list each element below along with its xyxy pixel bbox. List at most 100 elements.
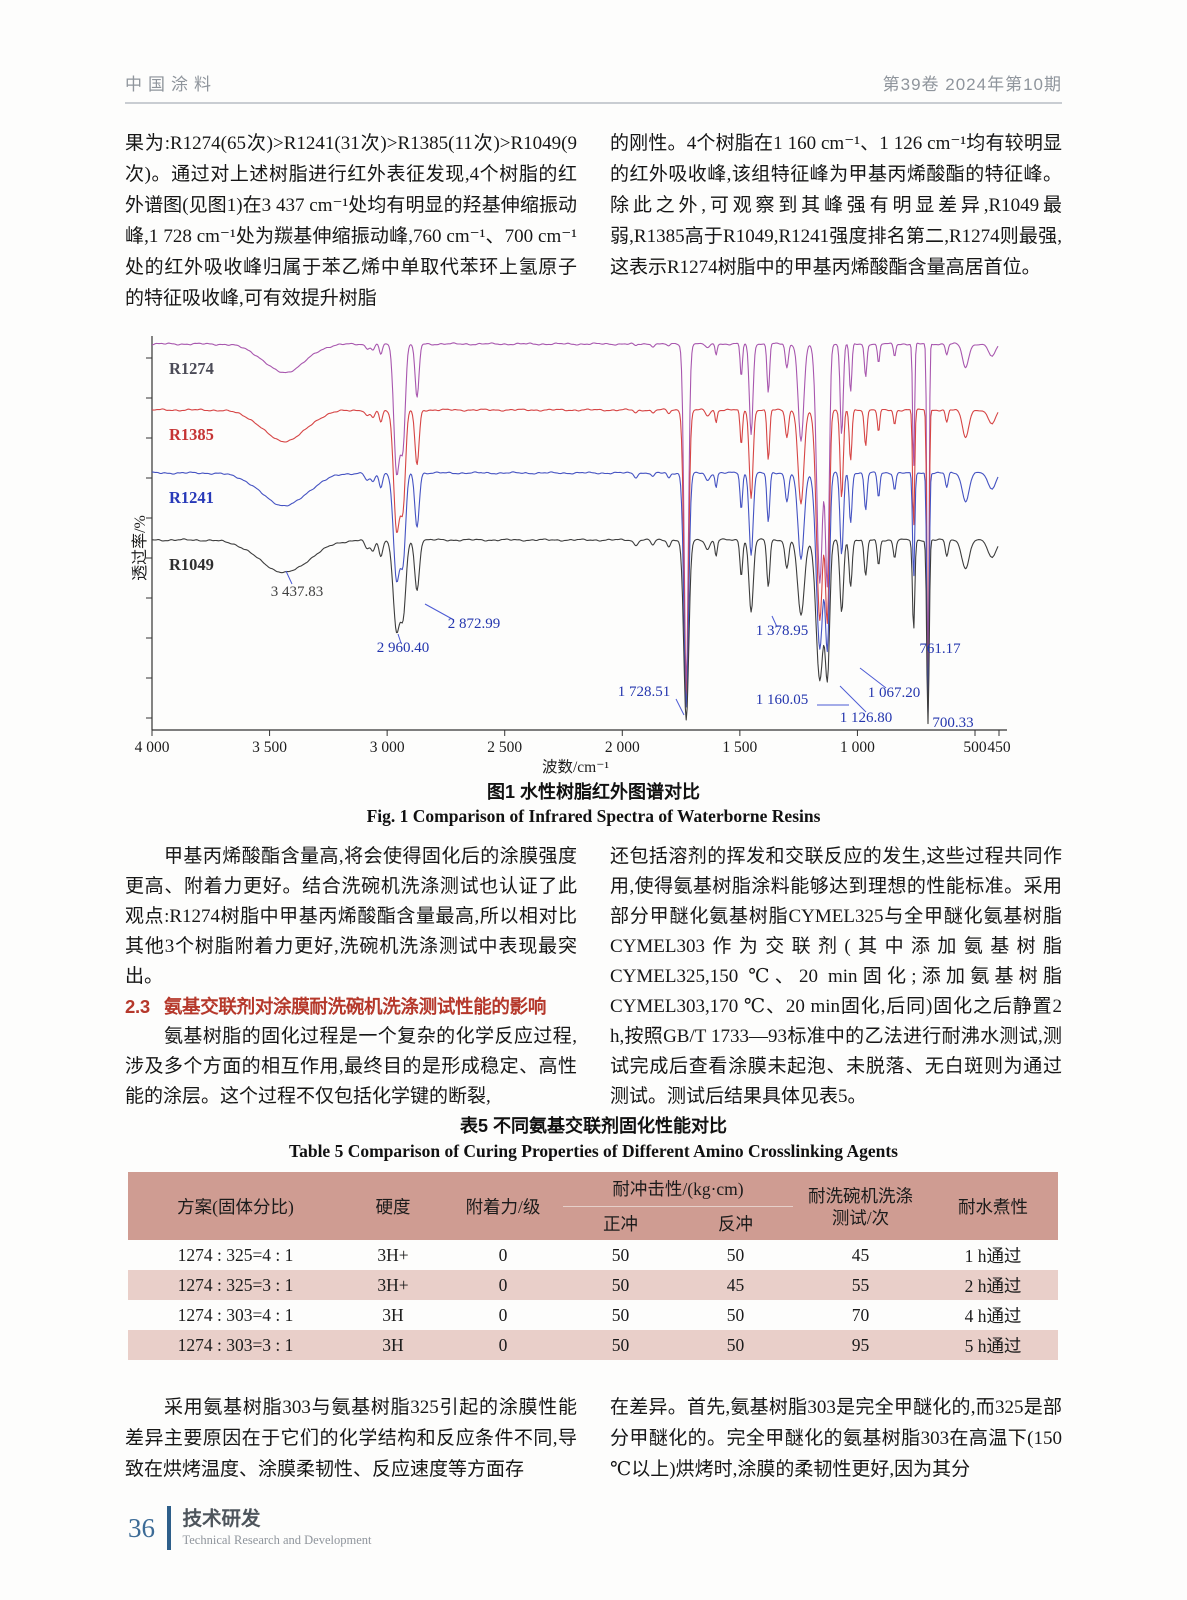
footer-section: 技术研发 Technical Research and Development (183, 1507, 372, 1549)
peak-annotation-label: 2 960.40 (377, 640, 430, 656)
footer-section-en: Technical Research and Development (182, 1533, 372, 1547)
x-tick-label: 1 500 (722, 739, 757, 756)
table-cell: 45 (851, 1244, 870, 1265)
y-axis-label: 透过率/% (132, 515, 149, 581)
table-cell: 50 (678, 1330, 793, 1360)
table5: 方案(固体分比) 硬度 附着力/级 耐冲击性/(kg·cm) 耐洗碗机洗涤 测试… (128, 1172, 1058, 1360)
ir-chart-svg: 4 000 3 500 3 000 2 500 2 000 1 500 1 000 500 45… (135, 336, 1011, 776)
col-header-scheme: 方案(固体分比) (128, 1172, 343, 1240)
table-cell: 50 (726, 1304, 745, 1325)
col-header-dishwasher-line2: 测试/次 (831, 1208, 890, 1228)
col-header-impact: 耐冲击性/(kg·cm) (563, 1172, 793, 1207)
page-header: 中国涂料 第39卷 2024年第10期 (125, 70, 1062, 104)
col-header-hardness: 硬度 (343, 1172, 443, 1240)
col-header-impact-front: 正冲 (563, 1206, 678, 1240)
col-header-dishwasher: 耐洗碗机洗涤 测试/次 (793, 1172, 928, 1240)
table5-title-zh: 表5 不同氨基交联剂固化性能对比 (459, 1116, 727, 1136)
x-tick-label: 500 (963, 739, 987, 756)
table-cell: 1274 : 325=4 : 1 (177, 1244, 294, 1265)
table-row: 1274 : 325=4 : 1 3H+ 0 50 50 45 1 h通过 (128, 1240, 1058, 1270)
x-tick-label: 450 (987, 739, 1011, 756)
table-cell: 2 h通过 (928, 1270, 1058, 1300)
series-label-R1385: R1385 (169, 425, 214, 444)
peak-annotation-label: 1 378.95 (756, 623, 809, 639)
table-cell: 3H (382, 1304, 404, 1325)
bottom-text-block: 采用氨基树脂303与氨基树脂325引起的涂膜性能差异主要原因在于它们的化学结构和… (125, 1392, 1062, 1485)
x-tick-label: 4 000 (135, 739, 170, 756)
peak-annotation-label: 3 437.83 (271, 584, 324, 600)
table-cell: 3H (343, 1330, 443, 1360)
bottom-right-column: 在差异。首先,氨基树脂303是完全甲醚化的,而325是部分甲醚化的。完全甲醚化的… (610, 1397, 1062, 1480)
paragraph: 氨基树脂的固化过程是一个复杂的化学反应过程,涉及多个方面的相互作用,最终目的是形… (125, 1026, 577, 1107)
table-cell: 1274 : 303=4 : 1 (177, 1304, 294, 1325)
table-cell: 1274 : 325=3 : 1 (128, 1270, 343, 1300)
table5-body: 1274 : 325=4 : 1 3H+ 0 50 50 45 1 h通过 1274 : 32… (128, 1240, 1058, 1360)
peak-annotations: 3 437.83 2 960.40 2 872.99 1 728.51 1 378.95… (271, 570, 974, 731)
table-cell: 50 (611, 1304, 630, 1325)
footer-section-zh: 技术研发 (182, 1508, 261, 1530)
mid-left-column: 甲基丙烯酸酯含量高,将会使得固化后的涂膜强度更高、附着力更好。结合洗碗机洗涤测试… (125, 842, 577, 1112)
table-cell: 50 (563, 1270, 678, 1300)
table-cell: 95 (793, 1330, 928, 1360)
bottom-left-column: 采用氨基树脂303与氨基树脂325引起的涂膜性能差异主要原因在于它们的化学结构和… (125, 1397, 577, 1480)
table-cell: 50 (726, 1244, 745, 1265)
table5-header: 方案(固体分比) 硬度 附着力/级 耐冲击性/(kg·cm) 耐洗碗机洗涤 测试… (128, 1172, 1058, 1240)
mid-right-column: 还包括溶剂的挥发和交联反应的发生,这些过程共同作用,使得氨基树脂涂料能够达到理想… (610, 846, 1062, 1107)
table-row: 1274 : 325=3 : 1 3H+ 0 50 45 55 2 h通过 (128, 1270, 1058, 1300)
peak-annotation-label: 761.17 (919, 641, 961, 657)
x-tick-label: 3 500 (252, 739, 287, 756)
table-cell: 3H+ (377, 1244, 409, 1265)
journal-name: 中国涂料 (125, 75, 217, 94)
table-cell: 70 (851, 1304, 870, 1325)
x-tick-label: 3 000 (370, 739, 405, 756)
section-heading-2-3: 2.3 氨基交联剂对涂膜耐洗碗机洗涤测试性能的影响 (125, 992, 577, 1022)
table-cell: 45 (678, 1270, 793, 1300)
spectrum-R1274 (151, 342, 999, 697)
figure1-ir-chart: 4 000 3 500 3 000 2 500 2 000 1 500 1 000 500 45… (122, 328, 1062, 776)
page-number: 36 (128, 1512, 155, 1543)
col-header-dishwasher-line1: 耐洗碗机洗涤 (808, 1186, 913, 1206)
spectrum-R1385 (151, 408, 999, 709)
peak-annotation-label: 1 728.51 (618, 684, 671, 700)
table-cell: 55 (793, 1270, 928, 1300)
table-cell: 3H+ (343, 1270, 443, 1300)
figure1-caption-zh: 图1 水性树脂红外图谱对比 (486, 782, 700, 802)
mid-text-block: 甲基丙烯酸酯含量高,将会使得固化后的涂膜强度更高、附着力更好。结合洗碗机洗涤测试… (125, 842, 1062, 1112)
spectrum-R1241 (151, 471, 999, 713)
peak-annotation-label: 2 872.99 (448, 616, 501, 632)
table-cell: 4 h通过 (964, 1305, 1022, 1326)
top-left-column: 果为:R1274(65次)>R1241(31次)>R1385(11次)>R104… (125, 133, 577, 309)
paragraph: 甲基丙烯酸酯含量高,将会使得固化后的涂膜强度更高、附着力更好。结合洗碗机洗涤测试… (125, 846, 577, 987)
x-axis-label: 波数/cm⁻¹ (542, 758, 609, 776)
peak-annotation-label: 700.33 (932, 715, 973, 731)
chart-axes: 4 000 3 500 3 000 2 500 2 000 1 500 1 000 500 45… (135, 336, 1011, 776)
x-tick-label: 1 000 (840, 739, 875, 756)
table-cell: 1274 : 303=3 : 1 (128, 1330, 343, 1360)
section-title: 氨基交联剂对涂膜耐洗碗机洗涤测试性能的影响 (163, 996, 547, 1017)
table-row: 1274 : 303=4 : 1 3H 0 50 50 70 4 h通过 (128, 1300, 1058, 1330)
series-label-R1241: R1241 (169, 488, 214, 507)
series-label-R1049: R1049 (169, 555, 214, 574)
table-cell: 5 h通过 (928, 1330, 1058, 1360)
table-cell: 50 (563, 1330, 678, 1360)
page-footer: 36 技术研发 Technical Research and Developme… (128, 1506, 371, 1550)
spectrum-R1049 (152, 538, 999, 725)
top-right-column: 的刚性。4个树脂在1 160 cm⁻¹、1 126 cm⁻¹均有较明显的红外吸收… (610, 133, 1062, 278)
table-cell: 1 h通过 (964, 1245, 1022, 1266)
col-header-impact-back: 反冲 (678, 1206, 793, 1240)
top-text-block: 果为:R1274(65次)>R1241(31次)>R1385(11次)>R104… (125, 128, 1062, 314)
col-header-water-boil: 耐水煮性 (928, 1172, 1058, 1240)
spectra-curves: R1274 R1385 R1241 R1049 (151, 342, 999, 725)
table-row: 1274 : 303=3 : 1 3H 0 50 50 95 5 h通过 (128, 1330, 1058, 1360)
figure1-caption-en: Fig. 1 Comparison of Infrared Spectra of… (366, 806, 821, 826)
peak-annotation-label: 1 126.80 (840, 710, 893, 726)
table-cell: 0 (443, 1270, 563, 1300)
x-tick-label: 2 000 (605, 739, 640, 756)
series-label-R1274: R1274 (169, 359, 214, 378)
peak-annotation-label: 1 067.20 (868, 685, 921, 701)
issue-info: 第39卷 2024年第10期 (882, 75, 1062, 94)
table-cell: 0 (498, 1304, 508, 1325)
col-header-adhesion: 附着力/级 (443, 1172, 563, 1240)
table-cell: 50 (611, 1244, 630, 1265)
